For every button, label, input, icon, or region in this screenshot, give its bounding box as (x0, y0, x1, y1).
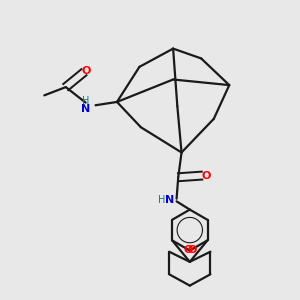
Text: O: O (183, 245, 193, 255)
Text: N: N (81, 104, 90, 114)
Text: H: H (82, 96, 89, 106)
Text: N: N (165, 195, 174, 206)
Text: O: O (82, 66, 91, 76)
Text: O: O (201, 171, 211, 181)
Text: H: H (158, 195, 165, 206)
Text: O: O (187, 245, 196, 255)
